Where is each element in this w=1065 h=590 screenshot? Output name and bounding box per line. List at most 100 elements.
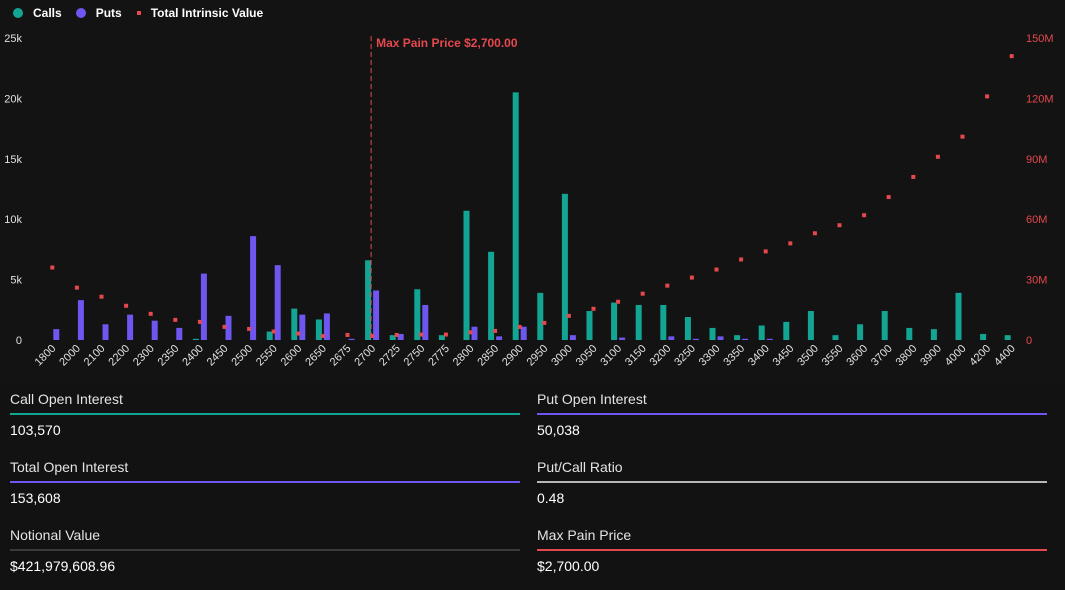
y-right-tick-label: 90M xyxy=(1026,154,1047,166)
stat-underline xyxy=(10,549,520,551)
intrinsic-value-point xyxy=(542,320,547,325)
y-right-tick-label: 120M xyxy=(1026,93,1054,105)
stat-value: 50,038 xyxy=(537,422,580,438)
y-left-tick-label: 5k xyxy=(10,275,22,287)
call-bar xyxy=(365,260,372,340)
legend-intrinsic[interactable]: Total Intrinsic Value xyxy=(136,6,263,20)
x-tick-label: 3100 xyxy=(598,343,624,369)
x-tick-label: 2950 xyxy=(525,343,551,369)
call-bar xyxy=(611,302,618,340)
stat-value: 153,608 xyxy=(10,490,61,506)
x-tick-label: 2900 xyxy=(500,343,526,369)
x-tick-label: 2775 xyxy=(426,343,452,369)
call-bar xyxy=(684,317,691,340)
stat-label: Total Open Interest xyxy=(10,459,129,475)
put-bar xyxy=(176,327,183,340)
stat-underline xyxy=(10,481,520,483)
call-bar xyxy=(561,193,568,340)
stat-value: $421,979,608.96 xyxy=(10,558,116,574)
legend-intrinsic-label: Total Intrinsic Value xyxy=(150,6,264,20)
intrinsic-value-point xyxy=(50,265,55,270)
stat-call-open-interest: Call Open Interest 103,570 xyxy=(10,383,520,451)
chart-legend: Calls Puts Total Intrinsic Value xyxy=(13,4,277,22)
call-bar xyxy=(832,335,839,340)
call-bar xyxy=(266,331,273,340)
put-bar xyxy=(151,320,158,340)
call-bar xyxy=(586,311,593,340)
intrinsic-value-point xyxy=(345,332,350,337)
x-tick-label: 3300 xyxy=(697,343,723,369)
stat-label: Max Pain Price xyxy=(537,527,632,543)
y-left-tick-label: 10k xyxy=(4,214,22,226)
call-bar xyxy=(414,289,421,340)
x-tick-label: 4200 xyxy=(967,343,993,369)
x-tick-label: 2350 xyxy=(156,343,182,369)
x-tick-label: 3700 xyxy=(869,343,895,369)
x-tick-label: 3250 xyxy=(672,343,698,369)
intrinsic-value-point xyxy=(271,329,276,334)
x-tick-label: 2600 xyxy=(279,343,305,369)
put-bar xyxy=(200,273,207,340)
put-bar xyxy=(373,290,380,340)
legend-calls[interactable]: Calls xyxy=(13,6,62,20)
intrinsic-value-point xyxy=(197,319,202,324)
intrinsic-value-point xyxy=(222,324,227,329)
stats-panel: Call Open Interest 103,570 Put Open Inte… xyxy=(0,383,1065,590)
stat-put-open-interest: Put Open Interest 50,038 xyxy=(537,383,1047,451)
intrinsic-value-point xyxy=(517,324,522,329)
intrinsic-value-point xyxy=(370,333,375,338)
intrinsic-value-point xyxy=(74,285,79,290)
intrinsic-value-point xyxy=(1009,54,1014,59)
intrinsic-value-point xyxy=(911,174,916,179)
y-left-tick-label: 25k xyxy=(4,33,22,45)
put-bar xyxy=(127,314,134,340)
x-tick-label: 2100 xyxy=(82,343,108,369)
intrinsic-value-point xyxy=(886,195,891,200)
x-tick-label: 2550 xyxy=(254,343,280,369)
put-bar xyxy=(668,336,675,340)
call-bar xyxy=(709,327,716,340)
call-bar xyxy=(930,329,937,340)
call-bar xyxy=(734,335,741,340)
call-bar xyxy=(389,335,396,340)
intrinsic-value-point xyxy=(443,332,448,337)
intrinsic-value-point xyxy=(788,241,793,246)
intrinsic-value-point xyxy=(247,326,252,331)
x-tick-label: 3000 xyxy=(549,343,575,369)
x-tick-label: 2700 xyxy=(352,343,378,369)
stat-underline xyxy=(10,413,520,415)
intrinsic-value-point xyxy=(173,317,178,322)
call-bar xyxy=(315,319,322,340)
stat-label: Notional Value xyxy=(10,527,101,543)
call-bar xyxy=(881,311,888,340)
call-bar xyxy=(291,308,298,340)
intrinsic-value-point xyxy=(837,223,842,228)
intrinsic-value-point xyxy=(739,257,744,262)
x-tick-label: 3500 xyxy=(795,343,821,369)
intrinsic-value-point xyxy=(148,311,153,316)
stat-notional-value: Notional Value $421,979,608.96 xyxy=(10,519,520,587)
intrinsic-value-point xyxy=(468,330,473,335)
x-tick-label: 2400 xyxy=(180,343,206,369)
put-bar xyxy=(323,313,330,340)
x-tick-label: 3200 xyxy=(648,343,674,369)
x-tick-label: 2675 xyxy=(328,343,354,369)
legend-intrinsic-marker xyxy=(136,11,141,15)
put-bar xyxy=(397,333,404,340)
x-tick-label: 3800 xyxy=(894,343,920,369)
x-tick-label: 2725 xyxy=(377,343,403,369)
stat-underline xyxy=(537,549,1047,551)
intrinsic-value-point xyxy=(960,134,965,139)
intrinsic-value-point xyxy=(862,213,867,218)
intrinsic-value-point xyxy=(763,249,768,254)
stat-label: Call Open Interest xyxy=(10,391,123,407)
x-tick-label: 2850 xyxy=(475,343,501,369)
y-right-tick-label: 0 xyxy=(1026,335,1032,347)
call-bar xyxy=(512,92,519,340)
put-bar xyxy=(53,329,60,340)
legend-puts[interactable]: Puts xyxy=(75,6,122,20)
x-tick-label: 2300 xyxy=(131,343,157,369)
call-bar xyxy=(537,292,544,340)
put-bar xyxy=(569,335,576,340)
intrinsic-value-point xyxy=(591,306,596,311)
